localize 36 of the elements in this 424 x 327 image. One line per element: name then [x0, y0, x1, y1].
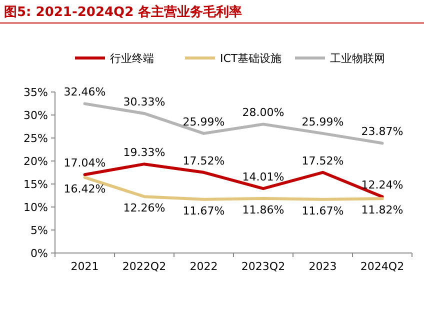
data-label: 11.67%	[182, 204, 225, 218]
y-tick-label: 0%	[30, 247, 48, 260]
legend-label: ICT基础设施	[220, 52, 282, 65]
x-tick-label: 2024Q2	[360, 260, 404, 273]
data-label: 28.00%	[242, 106, 284, 120]
data-label: 12.26%	[123, 202, 166, 215]
data-label: 11.67%	[302, 204, 344, 218]
chart-title: 图5: 2021-2024Q2 各主营业务毛利率	[4, 4, 242, 20]
y-tick-label: 15%	[24, 178, 48, 191]
data-label: 12.24%	[361, 178, 404, 192]
y-tick-label: 30%	[24, 109, 48, 122]
x-tick-label: 2023Q2	[241, 260, 286, 273]
data-label: 30.33%	[123, 95, 166, 108]
y-tick-label: 35%	[24, 86, 48, 99]
data-label: 11.86%	[242, 203, 284, 216]
data-label: 32.46%	[64, 86, 106, 99]
data-label: 17.04%	[64, 156, 106, 170]
y-tick-label: 10%	[24, 201, 48, 214]
x-tick-label: 2023	[308, 260, 337, 273]
legend-label: 工业物联网	[330, 52, 385, 65]
legend-label: 行业终端	[110, 52, 154, 65]
data-label: 23.87%	[361, 125, 404, 138]
data-label: 16.42%	[64, 182, 106, 196]
x-tick-label: 2022Q2	[122, 260, 166, 273]
data-label: 14.01%	[242, 170, 284, 184]
x-tick-label: 2021	[70, 260, 99, 273]
data-label: 25.99%	[302, 115, 344, 128]
data-label: 17.52%	[182, 154, 225, 168]
y-tick-label: 25%	[24, 132, 48, 145]
data-label: 25.99%	[182, 115, 225, 128]
data-label: 11.82%	[361, 204, 404, 217]
y-tick-label: 20%	[24, 155, 48, 168]
x-tick-label: 2022	[190, 260, 218, 273]
data-label: 19.33%	[123, 146, 166, 160]
data-label: 17.52%	[302, 154, 344, 168]
y-tick-label: 5%	[30, 224, 48, 237]
